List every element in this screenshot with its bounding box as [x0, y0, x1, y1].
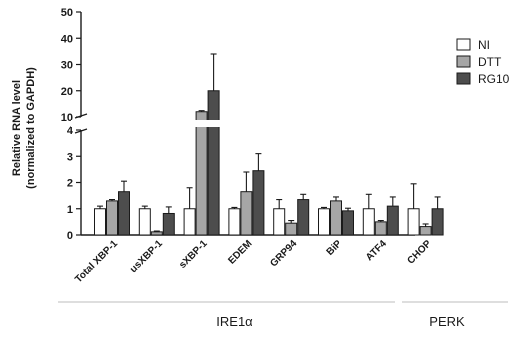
bar	[285, 222, 298, 236]
y-tick-label: 40	[61, 33, 73, 45]
group-label: PERK	[429, 314, 465, 329]
bar	[207, 90, 220, 236]
y-axis-title-line1: Relative RNA level	[11, 80, 23, 176]
bar	[162, 212, 175, 236]
bar	[273, 208, 286, 236]
y-tick-label: 30	[61, 60, 73, 72]
category-label: CHOP	[406, 238, 434, 266]
bar	[94, 208, 106, 236]
axis-break-band	[71, 120, 419, 127]
axis-break	[71, 113, 419, 134]
y-ticks: 0 1 2 3 410 20 30 40 50	[61, 7, 81, 242]
bar	[228, 208, 241, 236]
bar	[374, 221, 387, 236]
y-axis-title: Relative RNA level (normalized to GAPDH)	[11, 67, 37, 189]
category-labels: Total XBP-1 usXBP-1 sXBP-1 EDEM GRP94 BiP ATF4…	[73, 238, 434, 285]
bar	[240, 191, 253, 236]
bar	[386, 205, 399, 236]
bar	[183, 208, 196, 236]
bar	[407, 208, 420, 236]
bar	[138, 208, 151, 236]
bar	[342, 210, 354, 236]
bars	[94, 90, 444, 236]
bar	[252, 170, 265, 236]
bar	[195, 111, 208, 236]
category-label: usXBP-1	[128, 238, 165, 275]
category-label: sXBP-1	[177, 238, 210, 271]
bar	[318, 208, 330, 236]
category-label: Total XBP-1	[73, 238, 120, 285]
category-label: EDEM	[226, 238, 254, 266]
bar	[419, 226, 432, 236]
y-tick-label: 2	[67, 178, 73, 190]
bar	[297, 199, 310, 236]
legend-label: DTT	[478, 55, 502, 69]
bar	[431, 208, 444, 236]
category-label: BiP	[325, 238, 345, 258]
category-label: GRP94	[268, 238, 299, 269]
category-label: ATF4	[364, 238, 389, 263]
legend-label: RG10	[478, 72, 510, 86]
bar	[150, 231, 163, 236]
y-tick-label: 3	[67, 151, 73, 163]
bar	[330, 200, 342, 236]
bar	[362, 208, 375, 236]
axis-break-mark	[74, 113, 88, 119]
y-tick-label: 50	[61, 7, 73, 19]
y-tick-label: 1	[67, 204, 73, 216]
legend-swatch	[456, 38, 471, 51]
y-tick-label: 4	[67, 125, 74, 137]
bar	[118, 191, 130, 236]
legend-swatch	[456, 72, 471, 85]
y-tick-label: 20	[61, 86, 73, 98]
legend-label: NI	[478, 38, 490, 52]
group-label: IRE1α	[216, 314, 253, 329]
category-groups: IRE1α PERK	[58, 301, 508, 329]
error-bars	[97, 53, 441, 232]
bar	[106, 200, 118, 236]
y-axis-title-line2: (normalized to GAPDH)	[25, 67, 37, 189]
legend: NI DTT RG10	[456, 38, 510, 86]
y-tick-label: 10	[61, 112, 73, 124]
legend-swatch	[456, 55, 471, 68]
y-tick-label: 0	[67, 230, 73, 242]
axis-break-mark	[74, 128, 88, 134]
